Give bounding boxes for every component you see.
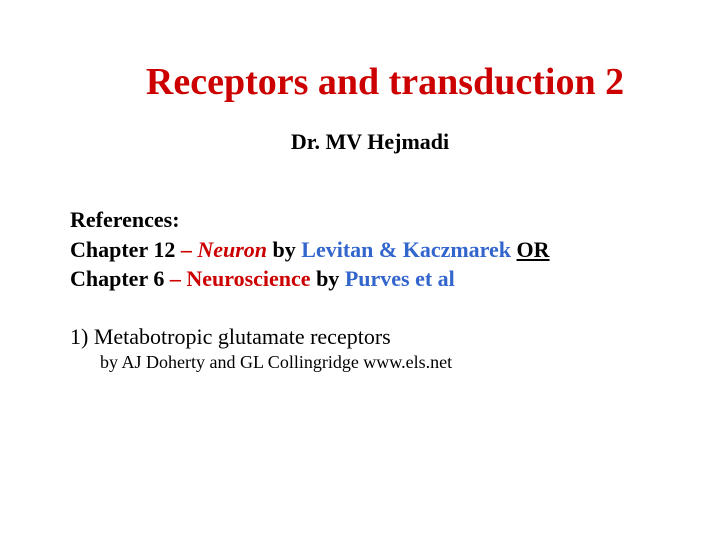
ref1-dash: –: [181, 237, 198, 262]
list-item-1: 1) Metabotropic glutamate receptors: [70, 324, 670, 350]
ref2-dash: –: [170, 266, 187, 291]
ref1-or: OR: [517, 237, 550, 262]
ref2-book: Neuroscience: [186, 266, 316, 291]
ref1-authors: Levitan & Kaczmarek: [301, 237, 516, 262]
ref1-book: Neuron: [197, 237, 272, 262]
ref2-by: by: [316, 266, 345, 291]
ref1-chapter: Chapter 12: [70, 237, 181, 262]
references-label: References:: [70, 205, 670, 235]
ref2-authors: Purves et al: [345, 266, 455, 291]
references-block: References: Chapter 12 – Neuron by Levit…: [70, 205, 670, 294]
slide-container: Receptors and transduction 2 Dr. MV Hejm…: [0, 0, 720, 540]
ref1-by: by: [273, 237, 302, 262]
ref2-chapter: Chapter 6: [70, 266, 170, 291]
list-item-1-sub: by AJ Doherty and GL Collingridge www.el…: [70, 352, 670, 373]
slide-title: Receptors and transduction 2: [70, 60, 670, 104]
list-section: 1) Metabotropic glutamate receptors by A…: [70, 324, 670, 373]
slide-author: Dr. MV Hejmadi: [70, 129, 670, 155]
reference-line-2: Chapter 6 – Neuroscience by Purves et al: [70, 264, 670, 294]
reference-line-1: Chapter 12 – Neuron by Levitan & Kaczmar…: [70, 235, 670, 265]
